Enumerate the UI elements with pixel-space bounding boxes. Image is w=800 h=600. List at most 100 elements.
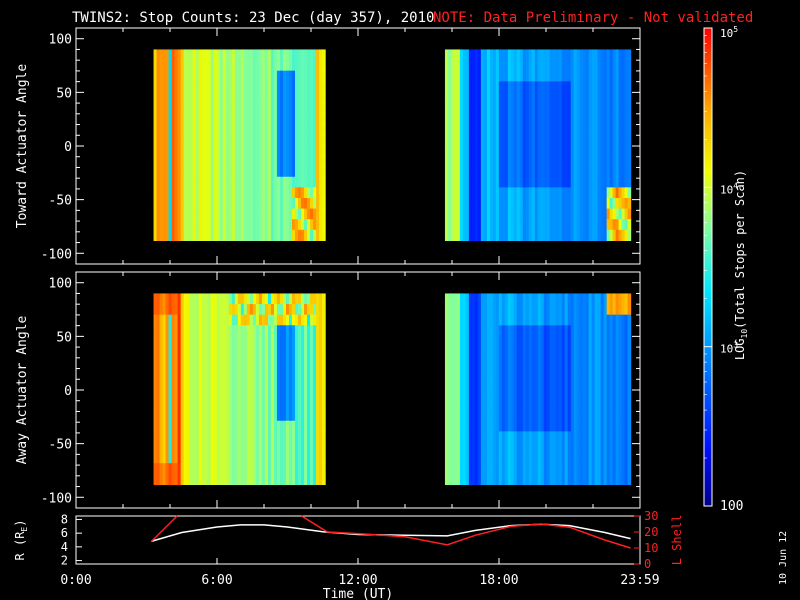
heatmap-cell	[492, 176, 497, 188]
heatmap-cell	[261, 91, 266, 104]
heatmap-cell	[492, 420, 497, 432]
heatmap-cell	[546, 325, 551, 337]
heatmap-cell	[192, 155, 197, 167]
heatmap-cell	[471, 81, 476, 93]
heatmap-cell	[279, 70, 284, 82]
heatmap-cell	[543, 134, 548, 146]
heatmap-cell	[186, 197, 191, 210]
heatmap-cell	[489, 144, 494, 157]
heatmap-cell	[558, 431, 563, 443]
heatmap-cell	[525, 441, 530, 454]
heatmap-cell	[252, 102, 257, 114]
heatmap-cell	[603, 49, 608, 61]
heatmap-cell	[459, 155, 464, 167]
heatmap-cell	[489, 378, 494, 390]
heatmap-cell	[177, 378, 182, 390]
heatmap-cell	[186, 208, 191, 220]
heatmap-cell	[594, 229, 599, 241]
heatmap-cell	[513, 410, 518, 422]
heatmap-cell	[540, 134, 545, 146]
heatmap-cell	[228, 367, 233, 379]
heatmap-cell	[159, 49, 164, 61]
heatmap-cell	[465, 81, 470, 93]
heatmap-cell	[624, 187, 629, 199]
heatmap-cell	[304, 367, 308, 379]
heatmap-cell	[540, 187, 545, 199]
heatmap-cell	[525, 102, 530, 114]
heatmap-cell	[219, 176, 224, 188]
heatmap-cell	[516, 399, 521, 411]
heatmap-cell	[319, 357, 323, 369]
heatmap-cell	[567, 113, 572, 125]
heatmap-cell	[621, 463, 626, 475]
heatmap-cell	[201, 473, 206, 485]
heatmap-cell	[588, 166, 593, 178]
heatmap-cell	[582, 441, 587, 454]
heatmap-cell	[273, 166, 278, 178]
heatmap-cell	[612, 70, 617, 82]
heatmap-cell	[153, 208, 158, 220]
heatmap-cell	[534, 388, 539, 401]
heatmap-cell	[291, 441, 296, 454]
heatmap-cell	[291, 452, 296, 464]
heatmap-cell	[210, 123, 215, 135]
heatmap-cell	[552, 304, 557, 316]
heatmap-cell	[543, 441, 548, 454]
heatmap-cell	[576, 473, 581, 485]
heatmap-cell	[210, 155, 215, 167]
heatmap-cell	[543, 335, 548, 348]
orbit-lines	[150, 515, 631, 549]
heatmap-cell	[609, 452, 614, 464]
heatmap-cell	[316, 473, 320, 485]
heatmap-cell	[298, 357, 302, 369]
heatmap-cell	[279, 91, 284, 104]
heatmap-cell	[174, 187, 179, 199]
heatmap-cell	[168, 346, 173, 358]
heatmap-cell	[522, 60, 527, 72]
heatmap-cell	[612, 49, 617, 61]
heatmap-cell	[246, 208, 251, 220]
heatmap-cell	[252, 420, 257, 432]
heatmap-cell	[171, 335, 176, 348]
heatmap-cell	[210, 452, 215, 464]
heatmap-cell	[282, 399, 287, 411]
heatmap-cell	[531, 325, 536, 337]
heatmap-cell	[316, 81, 320, 93]
heatmap-cell	[447, 452, 452, 464]
heatmap-cell	[195, 304, 200, 316]
heatmap-cell	[210, 367, 215, 379]
heatmap-cell	[573, 49, 578, 61]
heatmap-cell	[231, 134, 236, 146]
heatmap-cell	[624, 166, 629, 178]
heatmap-cell	[189, 155, 194, 167]
heatmap-cell	[180, 113, 185, 125]
heatmap-cell	[465, 346, 470, 358]
heatmap-cell	[468, 420, 473, 432]
heatmap-cell	[298, 293, 302, 305]
heatmap-cell	[177, 314, 182, 326]
heatmap-cell	[495, 346, 500, 358]
heatmap-cell	[282, 463, 287, 475]
heatmap-cell	[624, 388, 629, 401]
heatmap-cell	[582, 420, 587, 432]
heatmap-cell	[276, 431, 281, 443]
heatmap-cell	[465, 176, 470, 188]
heatmap-cell	[159, 293, 164, 305]
heatmap-cell	[298, 452, 302, 464]
heatmap-cell	[273, 113, 278, 125]
heatmap-cell	[579, 367, 584, 379]
heatmap-cell	[189, 102, 194, 114]
heatmap-cell	[273, 70, 278, 82]
heatmap-cell	[555, 91, 560, 104]
heatmap-cell	[621, 431, 626, 443]
ytick-label: 0	[64, 384, 72, 399]
heatmap-cell	[240, 357, 245, 369]
heatmap-cell	[531, 81, 536, 93]
heatmap-cell	[621, 123, 626, 135]
heatmap-cell	[295, 346, 299, 358]
heatmap-cell	[564, 113, 569, 125]
heatmap-cell	[585, 60, 590, 72]
heatmap-cell	[549, 335, 554, 348]
heatmap-cell	[456, 208, 461, 220]
heatmap-cell	[558, 367, 563, 379]
